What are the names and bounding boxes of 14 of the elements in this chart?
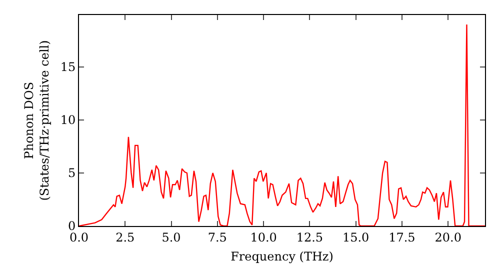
x-tick-label: 5.0 [162, 230, 181, 244]
y-axis-title: Phonon DOS (States/THz·primitive cell) [22, 40, 52, 201]
y-tick-label: 10 [60, 113, 76, 128]
line-series [79, 24, 485, 226]
x-tick-label: 7.5 [208, 230, 227, 244]
x-axis-title: Frequency (THz) [230, 249, 334, 264]
x-tick-label: 20.0 [434, 230, 462, 244]
x-tick-label: 15.0 [342, 230, 370, 244]
x-tick-label: 12.5 [296, 230, 324, 244]
y-tick-label: 5 [68, 166, 76, 180]
x-tick-label: 2.5 [116, 230, 135, 244]
x-tick-label: 17.5 [388, 230, 416, 244]
x-tick-label: 10.0 [250, 230, 277, 244]
y-tick-label: 15 [60, 60, 76, 74]
